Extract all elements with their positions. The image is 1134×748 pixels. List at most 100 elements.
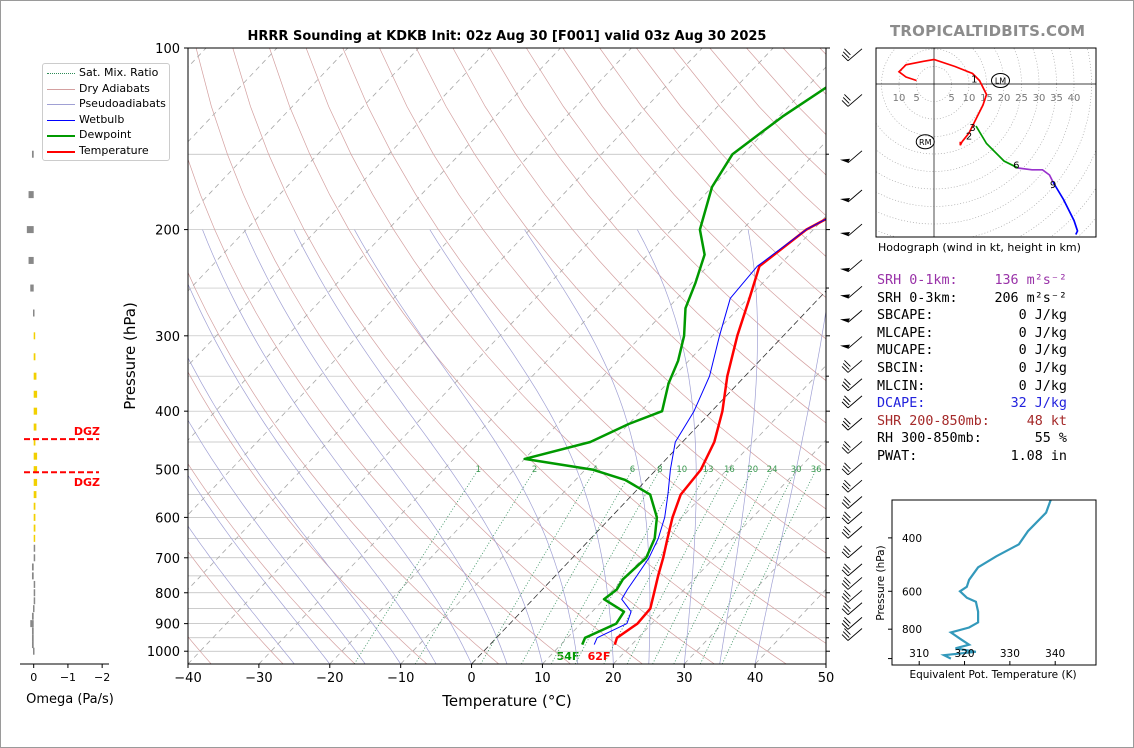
- index-row: DCAPE: 32 J/kg: [877, 395, 1067, 413]
- index-value: 32 J/kg: [1010, 396, 1067, 412]
- legend-label: Wetbulb: [79, 112, 125, 126]
- wind-barb-feather: [844, 545, 851, 553]
- isotherm: [0, 48, 135, 664]
- index-value: 0 J/kg: [1018, 360, 1067, 376]
- isotherm: [188, 48, 703, 590]
- hodograph-trace-0-1km: [959, 141, 963, 146]
- wind-barb: [847, 496, 863, 509]
- mixing-ratio-label: 24: [767, 465, 778, 475]
- pseudoadiabat: [243, 229, 508, 664]
- thetae-panel: 310 320 330 340 400 600 800: [888, 499, 1097, 666]
- omega-bar: [31, 150, 34, 158]
- pseudoadiabat: [754, 309, 826, 664]
- omega-bar: [33, 478, 38, 486]
- wind-barb: [847, 360, 863, 373]
- thetae-x-tick-label: 340: [1045, 648, 1065, 660]
- y-tick-label: 900: [155, 618, 180, 633]
- wind-barb: [847, 479, 863, 493]
- omega-bar: [31, 612, 34, 620]
- omega-bar: [33, 309, 35, 317]
- dry-adiabat: [489, 48, 826, 424]
- wind-barb: [847, 378, 863, 392]
- omega-bar: [33, 647, 35, 655]
- dry-adiabat: [526, 48, 826, 382]
- legend-swatch: [47, 135, 75, 137]
- wind-barb-feather: [844, 378, 851, 386]
- wind-barb-feather: [842, 444, 850, 451]
- wind-barb-feather: [842, 51, 850, 59]
- omega-bar: [31, 634, 34, 642]
- wind-barb-feather: [844, 563, 851, 571]
- wind-barb-flag: [840, 158, 850, 163]
- index-value: 0 J/kg: [1018, 378, 1067, 394]
- pseudoadiabat: [636, 229, 697, 664]
- isotherm: [188, 48, 420, 292]
- pseudoadiabat: [188, 283, 437, 664]
- wind-barb-feather: [841, 569, 849, 577]
- thetae-trace: [940, 500, 1052, 660]
- omega-bar: [33, 534, 36, 542]
- dry-adiabat: [930, 48, 1134, 664]
- branding: TROPICALTIDBITS.COM: [890, 22, 1086, 40]
- omega-bar: [33, 353, 36, 361]
- wind-barb-feather: [844, 602, 851, 610]
- wind-barb-feather: [841, 532, 849, 539]
- isotherm: [188, 48, 632, 516]
- wind-barb-feather: [841, 423, 849, 431]
- omega-bar: [33, 597, 36, 605]
- omega-bar: [31, 627, 34, 635]
- index-label: PWAT:: [877, 448, 918, 464]
- wind-barb-feather: [844, 496, 851, 503]
- legend-swatch: [47, 88, 75, 90]
- isotherm: [188, 48, 207, 68]
- index-row: MUCAPE: 0 J/kg: [877, 342, 1067, 360]
- dry-adiabat: [342, 48, 826, 599]
- index-label: MUCAPE:: [877, 343, 934, 359]
- index-value: 0 J/kg: [1018, 325, 1067, 341]
- index-label: SRH 0-1km:: [877, 273, 958, 288]
- pseudoadiabat: [524, 229, 651, 664]
- dry-adiabat: [188, 158, 571, 664]
- index-value: 48 kt: [1026, 413, 1067, 429]
- index-label: SBCIN:: [877, 360, 926, 376]
- x-tick-label: 30: [676, 671, 693, 686]
- wind-barb-feather: [844, 511, 851, 519]
- x-tick-label: 40: [747, 671, 764, 686]
- wind-barb-feather: [841, 384, 849, 392]
- legend-label: Temperature: [79, 143, 149, 157]
- wind-barb-feather: [842, 97, 850, 104]
- wind-barb: [847, 223, 863, 237]
- wind-barb: [847, 310, 863, 323]
- wind-barb-flag: [840, 344, 850, 349]
- right-mover-label: RM: [919, 138, 932, 147]
- index-value: 55 %: [1034, 431, 1067, 447]
- wind-barb-feather: [841, 623, 849, 630]
- legend-label: Dewpoint: [79, 128, 132, 141]
- legend-label: Sat. Mix. Ratio: [79, 66, 159, 79]
- omega-bar: [31, 641, 34, 649]
- dry-adiabat: [188, 463, 356, 664]
- dry-adiabat: [379, 48, 826, 554]
- wind-barb: [847, 511, 863, 525]
- omega-bar: [33, 544, 36, 552]
- wind-barb-feather: [842, 548, 850, 556]
- wind-barb-flag: [840, 294, 850, 299]
- index-label: SHR 200-850mb:: [877, 413, 990, 429]
- wind-barb-feather: [842, 363, 850, 370]
- index-label: MLCAPE:: [877, 325, 934, 341]
- y-tick-label: 1000: [147, 645, 180, 660]
- omega-bar: [33, 332, 36, 340]
- index-row: PWAT: 1.08 in: [877, 448, 1067, 466]
- omega-bar: [26, 226, 34, 234]
- x-tick-label: 20: [605, 671, 622, 686]
- wind-barb-feather: [844, 441, 851, 448]
- dry-adiabat: [0, 48, 139, 664]
- mixing-ratio-label: 2: [532, 465, 537, 475]
- legend-swatch: [47, 104, 75, 105]
- isotherm: [613, 439, 826, 664]
- skewt-axes-frame: [187, 47, 827, 665]
- x-tick-label: 50: [818, 671, 835, 686]
- mixing-ratio-label: 8: [657, 465, 662, 475]
- wind-barb-feather: [844, 628, 851, 635]
- y-tick-label: 800: [155, 587, 180, 602]
